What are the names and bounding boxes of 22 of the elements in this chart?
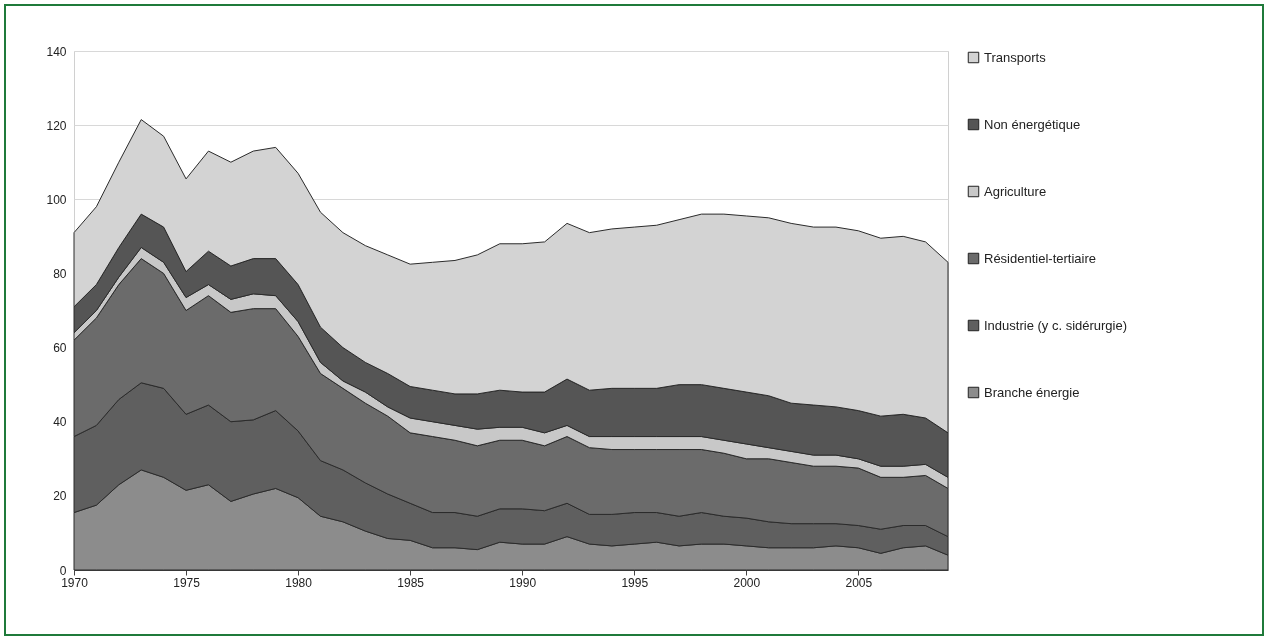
legend-label: Agriculture (984, 183, 1047, 199)
x-tick-label: 1990 (509, 575, 537, 590)
y-tick-label: 0 (59, 563, 67, 578)
legend-label: Transports (984, 49, 1047, 65)
x-tick-label: 1970 (61, 575, 89, 590)
y-tick-label: 20 (53, 489, 67, 504)
y-tick-label: 120 (46, 118, 67, 133)
x-tick-label: 1980 (285, 575, 313, 590)
x-tick-label: 1995 (621, 575, 649, 590)
x-tick-label: 1975 (173, 575, 201, 590)
legend-label: Branche énergie (984, 384, 1080, 400)
y-tick-label: 100 (46, 192, 67, 207)
legend-label: Résidentiel-tertiaire (984, 250, 1096, 266)
x-tick-label: 2000 (733, 575, 761, 590)
legend-label: Industrie (y c. sidérurgie) (984, 317, 1128, 333)
y-tick-label: 80 (53, 266, 67, 281)
legend-label: Non énergétique (984, 116, 1081, 132)
x-tick-label: 1985 (397, 575, 425, 590)
x-tick-label: 2005 (845, 575, 873, 590)
y-tick-label: 60 (53, 341, 67, 356)
y-tick-label: 140 (46, 44, 67, 59)
y-tick-label: 40 (53, 415, 67, 430)
